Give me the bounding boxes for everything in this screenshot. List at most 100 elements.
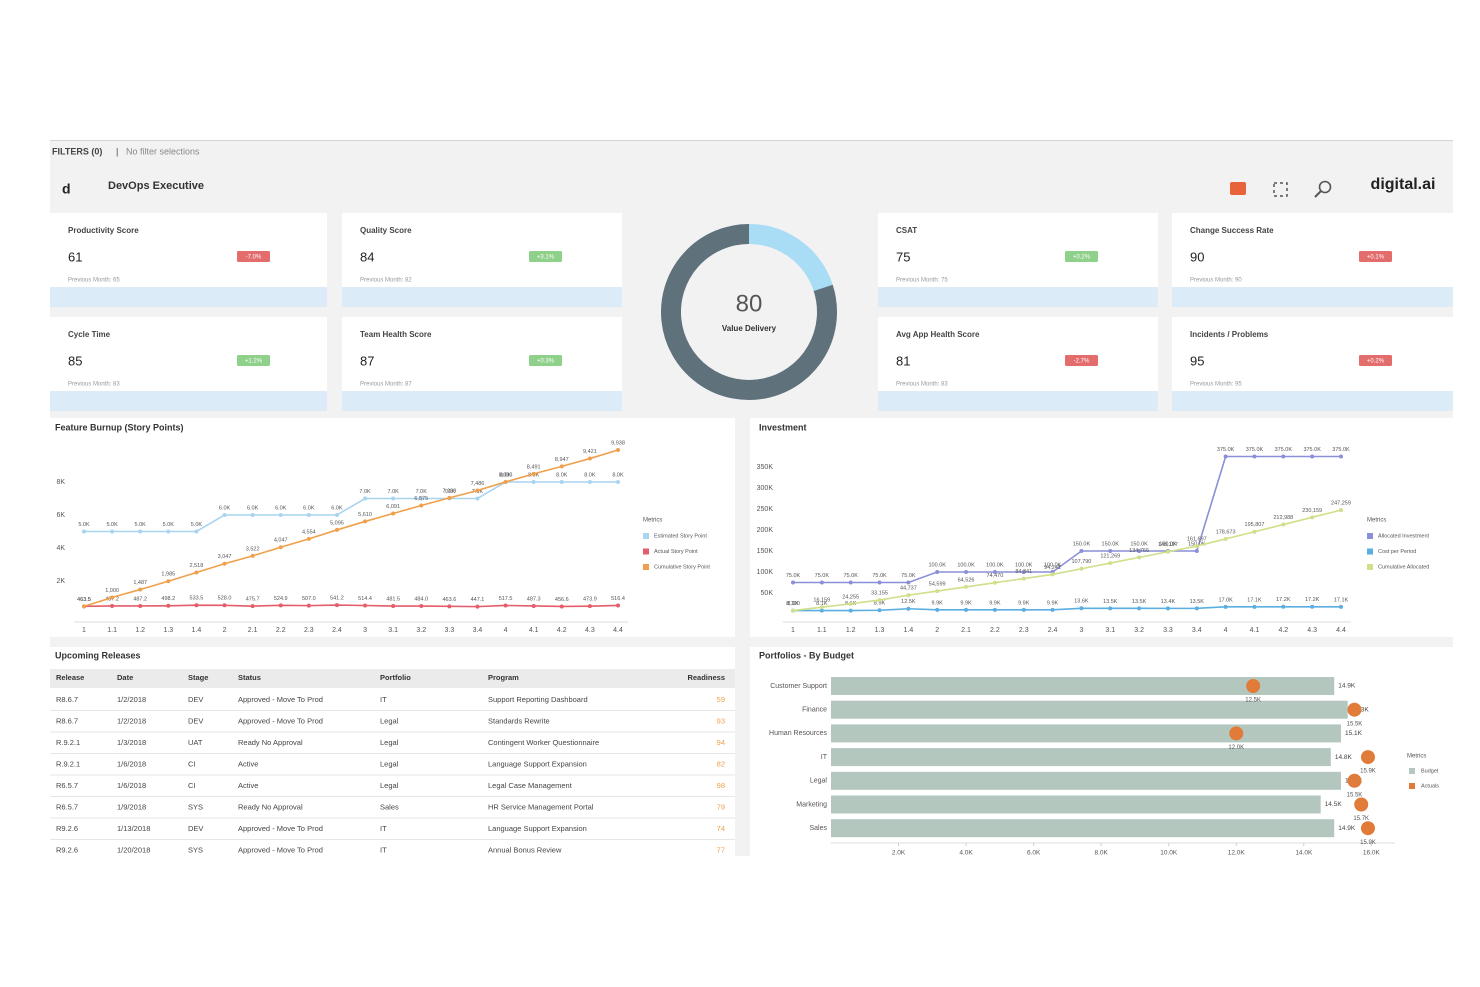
data-label: 375.0K [1246,447,1264,453]
legend-title: Metrics [1407,754,1426,760]
data-label: 475.7 [246,597,260,603]
kpi-delta: +0.3% [537,359,555,365]
table-cell: 98 [717,781,725,790]
y-tick-label: 350K [757,464,774,471]
point [587,480,592,484]
table-cell: DEV [188,716,203,725]
legend-label: Allocated Investment [1378,533,1430,539]
data-label: 54,599 [929,582,946,588]
table-cell: 1/3/2018 [117,738,146,747]
x-tick-label: 1.4 [904,627,914,634]
panel-title: Portfolios - By Budget [759,650,854,660]
kpi-previous: Previous Month: 65 [68,278,120,284]
kpi-sparkline-area [50,391,327,411]
search-icon[interactable] [1318,180,1332,194]
data-label: 5.0K [163,522,175,528]
table-cell: 1/20/2018 [117,845,150,854]
data-label: 463.6 [442,597,456,603]
data-label: 7.0K [444,489,456,495]
point [935,570,940,574]
table-cell: 1/13/2018 [117,824,150,833]
point [391,511,396,516]
data-label: 8.0K [500,472,512,478]
table-cell: R8.6.7 [56,716,78,725]
point [1137,606,1142,611]
point [1281,604,1286,609]
kpi-sparkline-area [878,391,1158,411]
x-tick-label: 2 [935,627,939,634]
x-tick-label: 3.1 [1105,627,1115,634]
bar [831,771,1341,790]
data-label: 9.9K [1047,600,1059,606]
data-label: 9.9K [932,600,944,606]
x-tick-label: 2.4 [332,627,342,634]
data-label: 375.0K [1332,447,1350,453]
point [906,593,911,598]
data-label: 1,000 [105,588,119,594]
point [964,570,969,574]
kpi-badge [1359,251,1392,262]
kpi-badge [529,355,562,366]
table-cell: Approved - Move To Prod [238,824,323,833]
point [559,464,564,469]
data-label: 8,947 [555,457,569,463]
table-cell: 1/6/2018 [117,781,146,790]
logo[interactable]: d [62,181,71,197]
table-cell: CI [188,781,196,790]
data-label: 5.0K [191,522,203,528]
table-cell: Support Reporting Dashboard [488,695,588,704]
column-header: Stage [188,673,208,682]
filters-label[interactable]: FILTERS (0) [52,146,102,156]
export-icon[interactable] [1230,182,1246,195]
data-label: 6.0K [247,505,259,511]
panel [750,418,1453,637]
point [848,601,853,606]
table-cell: DEV [188,695,203,704]
actual-dot [1360,750,1375,765]
data-label: 5.0K [78,522,90,528]
kpi-value: 90 [1190,249,1204,264]
data-label: 24,255 [842,594,859,600]
column-header: Status [238,673,261,682]
y-tick-label: 8K [56,479,65,486]
table-cell: R8.6.7 [56,695,78,704]
table-cell: R9.2.6 [56,824,78,833]
table-cell: R.9.2.1 [56,759,80,768]
point [1339,454,1343,459]
point [447,604,452,609]
bar [831,724,1341,743]
table-cell: Standards Rewrite [488,716,550,725]
x-tick-label: 1.1 [817,627,827,634]
data-label: 507.0 [302,596,316,602]
column-header: Date [117,673,133,682]
point [559,604,564,609]
point [166,603,171,608]
point [1194,544,1199,549]
legend-label: Actuals [1421,783,1439,789]
kpi-delta: +0.1% [1367,255,1385,261]
data-label: 1,487 [133,580,147,586]
kpi-sparkline-area [50,287,327,307]
brand: digital.ai [1371,176,1436,193]
legend-title: Metrics [1367,518,1386,524]
data-label: 121,269 [1100,554,1120,560]
legend-label: Estimated Story Point [654,533,707,539]
point [1223,536,1228,541]
point [419,496,424,501]
point [819,608,824,613]
select-icon[interactable] [1273,182,1288,197]
point [1281,454,1286,459]
point [1079,566,1084,571]
point [222,513,227,517]
data-label: 3,522 [246,546,260,552]
kpi-badge [237,251,270,262]
data-label: 2,518 [190,563,204,569]
legend-swatch [643,533,649,539]
table-cell: 79 [717,802,725,811]
data-label: 75.0K [901,573,916,579]
x-tick-label: 3.3 [1163,627,1173,634]
data-label: 17.2K [1276,597,1291,603]
actual-dot [1347,773,1362,788]
x-tick-label: 12.0K [1228,850,1246,857]
column-header: Portfolio [380,673,411,682]
